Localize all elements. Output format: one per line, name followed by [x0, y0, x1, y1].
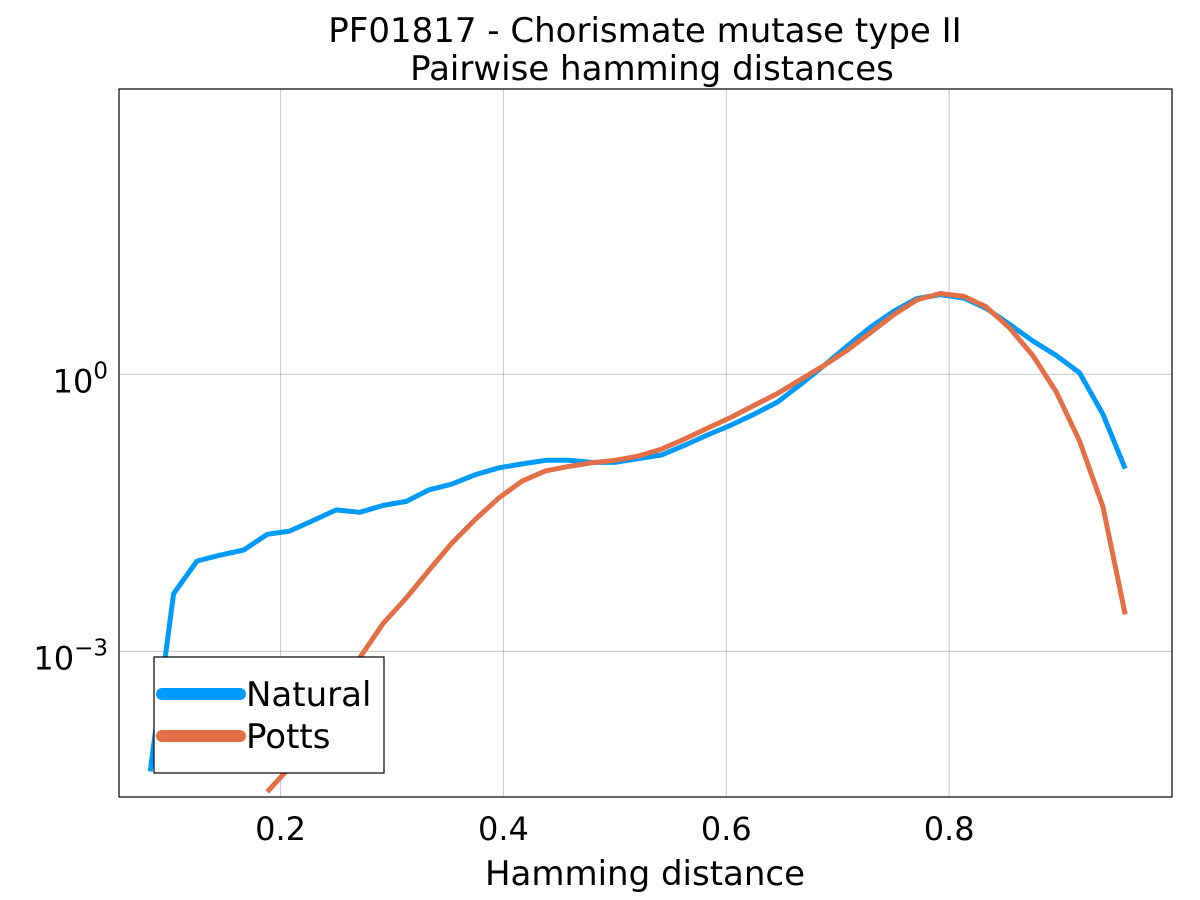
plot-frame [118, 88, 1173, 798]
legend-label-natural: Natural [246, 675, 371, 715]
x-axis-label: Hamming distance [485, 854, 805, 894]
x-tick-labels: 0.2 0.4 0.6 0.8 [255, 810, 974, 848]
y-tick-labels: 100 10−3 [33, 358, 108, 677]
series-line-potts [265, 291, 1128, 794]
x-tick-label-2: 0.6 [701, 810, 752, 848]
chart-title: PF01817 - Chorismate mutase type II [328, 11, 961, 51]
y-tick-label-0: 100 [53, 358, 108, 400]
series-lines [147, 291, 1128, 794]
x-tick-label-0: 0.2 [255, 810, 306, 848]
legend-box [153, 656, 385, 774]
legend-label-potts: Potts [246, 717, 330, 757]
x-tick-label-3: 0.8 [924, 810, 975, 848]
chart-subtitle: Pairwise hamming distances [410, 49, 894, 89]
y-tick-label-1: 10−3 [33, 635, 108, 677]
x-tick-label-1: 0.4 [478, 810, 529, 848]
